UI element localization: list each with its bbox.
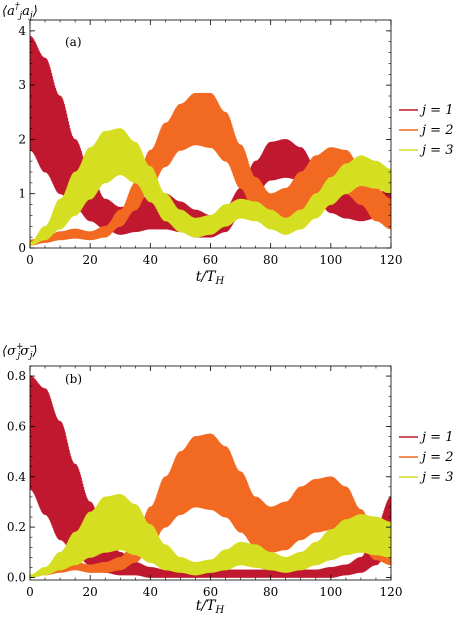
ticks-a: 0 20 40 60 80 100 120 0 1 2 3 4	[18, 19, 403, 267]
legend-label-j3: j = 3	[419, 143, 453, 158]
y-tick-label: 4	[18, 24, 26, 38]
x-tick-label: 40	[143, 253, 158, 267]
x-tick-label: 80	[263, 585, 278, 599]
legend-label-j1: j = 1	[419, 430, 453, 445]
plot-area-b	[30, 375, 391, 578]
legend-label-j2: j = 2	[419, 123, 453, 138]
y-tick-label: 2	[18, 132, 26, 146]
x-tick-label: 120	[380, 585, 403, 599]
x-tick-label: 20	[83, 585, 98, 599]
legend-a: j = 1 j = 2 j = 3	[399, 103, 453, 158]
y-tick-label: 0.0	[7, 570, 26, 584]
x-tick-label: 20	[83, 253, 98, 267]
x-tick-label: 0	[26, 585, 34, 599]
y-axis-title-a: ⟨a†jaj⟩	[2, 2, 38, 21]
panel-label-a: (a)	[65, 35, 82, 49]
series-a-j2-line	[30, 92, 391, 246]
x-tick-label: 100	[319, 585, 342, 599]
series-b-j3-line	[30, 493, 391, 578]
x-tick-label: 60	[203, 585, 218, 599]
legend-label-j1: j = 1	[419, 103, 453, 118]
panel-label-b: (b)	[65, 372, 82, 386]
panel-b: 0 20 40 60 80 100 120 0.0 0.2 0.4 0.6 0.8 (b) ⟨σ+ jσ…	[2, 342, 453, 616]
ticks-b: 0 20 40 60 80 100 120 0.0 0.2 0.4 0.6 0.8	[7, 365, 403, 599]
y-tick-label: 0.6	[7, 419, 26, 433]
x-tick-label: 40	[143, 585, 158, 599]
x-tick-label: 120	[380, 253, 403, 267]
series-b-j2-line	[30, 433, 391, 578]
plot-area-a	[30, 35, 391, 246]
y-tick-label: 0.2	[7, 520, 26, 534]
y-tick-label: 0.8	[7, 369, 26, 383]
y-axis-title-b: ⟨σ+ jσ− j⟩	[2, 342, 38, 361]
x-tick-label: 0	[26, 253, 34, 267]
y-tick-label: 0.4	[7, 470, 26, 484]
series-a-j3-line	[30, 128, 391, 246]
legend-label-j3: j = 3	[419, 470, 453, 485]
y-tick-label: 1	[18, 187, 26, 201]
legend-label-j2: j = 2	[419, 450, 453, 465]
y-tick-label: 0	[18, 241, 26, 255]
x-tick-label: 80	[263, 253, 278, 267]
legend-b: j = 1 j = 2 j = 3	[399, 430, 453, 485]
y-tick-label: 3	[18, 78, 26, 92]
x-tick-label: 60	[203, 253, 218, 267]
x-tick-label: 100	[319, 253, 342, 267]
